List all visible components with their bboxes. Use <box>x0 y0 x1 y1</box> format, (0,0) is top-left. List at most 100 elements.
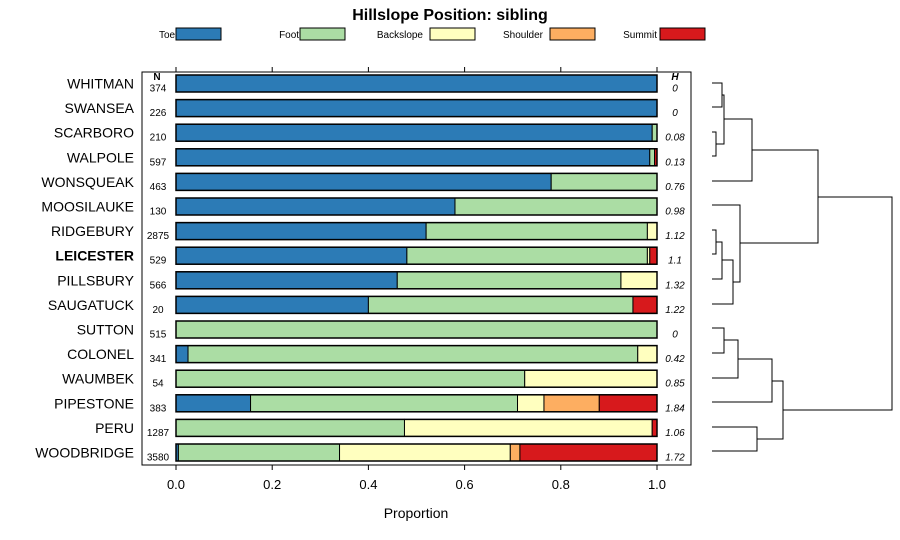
bar-segment <box>175 222 427 241</box>
bar-segment <box>175 172 552 191</box>
x-axis: 0.0 0.2 0.4 0.6 0.8 1.0 <box>167 67 666 492</box>
bar-segment <box>524 369 658 388</box>
series-label: LEICESTER <box>55 248 134 264</box>
series-label: WOODBRIDGE <box>35 445 134 461</box>
bar-segment <box>175 394 252 413</box>
bar-segment <box>367 295 634 314</box>
x-tick-label: 0.0 <box>167 477 185 492</box>
h-value: 0.98 <box>665 207 685 218</box>
x-tick-label: 1.0 <box>648 477 666 492</box>
legend-swatch <box>659 27 706 41</box>
bar-segment <box>175 246 408 265</box>
series-label: WONSQUEAK <box>41 174 134 190</box>
bar-segment <box>250 394 519 413</box>
bar-segment <box>519 443 658 462</box>
h-value: 0 <box>672 108 678 119</box>
bar-segment <box>175 197 456 216</box>
plot-frame <box>141 71 692 466</box>
n-value: 566 <box>150 280 167 291</box>
n-value: 226 <box>150 108 167 119</box>
series-label: MOOSILAUKE <box>41 199 134 215</box>
bar-segment <box>649 148 656 167</box>
n-value: 2875 <box>147 231 170 242</box>
h-value: 0.76 <box>665 182 685 193</box>
bar-segment <box>177 443 341 462</box>
bar-segment <box>175 271 398 290</box>
dendrogram-branch <box>712 426 758 452</box>
bar-segment <box>403 418 653 437</box>
bar-outline <box>175 74 658 93</box>
dendrogram-branch <box>757 380 784 440</box>
n-value: 341 <box>150 354 167 365</box>
x-tick-label: 0.6 <box>456 477 474 492</box>
bar-segment <box>454 197 658 216</box>
series-label: SCARBORO <box>54 125 134 141</box>
bar-outline <box>175 246 658 265</box>
bar-outline <box>175 443 658 462</box>
bar-segment <box>175 295 369 314</box>
bar-segment <box>396 271 622 290</box>
bar-outline <box>175 148 658 167</box>
h-value: 1.22 <box>665 305 685 316</box>
legend-label: Summit <box>623 30 657 41</box>
h-value: 0.08 <box>665 133 685 144</box>
h-value: 0.85 <box>665 379 685 390</box>
bar-outline <box>175 320 658 339</box>
legend: ToeslopeFootslopeBackslopeShoulderSummit <box>159 27 706 41</box>
n-column: 374 226 210 597 463 130 2875 529 566 20 515 341 54 38… <box>147 84 170 464</box>
bar-segment <box>175 369 526 388</box>
bar-outline <box>175 369 658 388</box>
dendrogram-branch <box>712 358 773 403</box>
bar-segment <box>517 394 545 413</box>
n-value: 3580 <box>147 453 170 464</box>
n-value: 383 <box>150 403 167 414</box>
h-value: 1.32 <box>665 280 685 291</box>
dendrogram <box>712 82 893 452</box>
bar-segment <box>175 320 658 339</box>
n-value: 54 <box>152 379 164 390</box>
bar-segment <box>543 394 600 413</box>
n-value: 1287 <box>147 428 170 439</box>
bar-segment <box>646 222 658 241</box>
h-value: 1.06 <box>665 428 685 439</box>
bar-outline <box>175 172 658 192</box>
series-label: WHITMAN <box>67 76 134 92</box>
series-label: PERU <box>95 420 134 436</box>
n-value: 130 <box>150 207 167 218</box>
bar-outline <box>175 418 658 438</box>
bar-segment <box>339 443 511 462</box>
h-value: 1.12 <box>665 231 685 242</box>
series-label: WALPOLE <box>67 149 134 165</box>
x-tick-label: 0.4 <box>359 477 377 492</box>
bar-segment <box>175 418 405 437</box>
bar-segment <box>175 345 189 364</box>
bar-segment <box>550 172 658 191</box>
h-value: 1.1 <box>668 256 682 267</box>
n-value: 597 <box>150 157 167 168</box>
n-value: 210 <box>150 133 167 144</box>
dendrogram-branch <box>712 82 723 108</box>
bar-segment <box>598 394 658 413</box>
series-label: RIDGEBURY <box>51 223 135 239</box>
bar-segment <box>620 271 658 290</box>
legend-swatch <box>299 27 346 41</box>
bar-outline <box>175 197 658 216</box>
dendrogram-branch <box>712 118 753 182</box>
bar-segment <box>175 99 658 118</box>
series-label: WAUMBEK <box>62 371 134 387</box>
bar-outline <box>175 98 658 118</box>
dendrogram-branch <box>716 94 725 145</box>
n-value: 463 <box>150 182 167 193</box>
x-tick-label: 0.8 <box>552 477 570 492</box>
dendrogram-branch <box>712 241 723 280</box>
h-value: 1.84 <box>665 403 685 414</box>
bar-outline <box>175 344 658 364</box>
dendrogram-branch <box>712 131 717 157</box>
bar-outline <box>175 221 658 241</box>
bar-segment <box>425 222 648 241</box>
n-value: 20 <box>152 305 164 316</box>
bar-segment <box>175 123 653 142</box>
n-value: 515 <box>150 330 167 341</box>
legend-label: Backslope <box>377 30 424 41</box>
legend-label: Shoulder <box>503 30 544 41</box>
